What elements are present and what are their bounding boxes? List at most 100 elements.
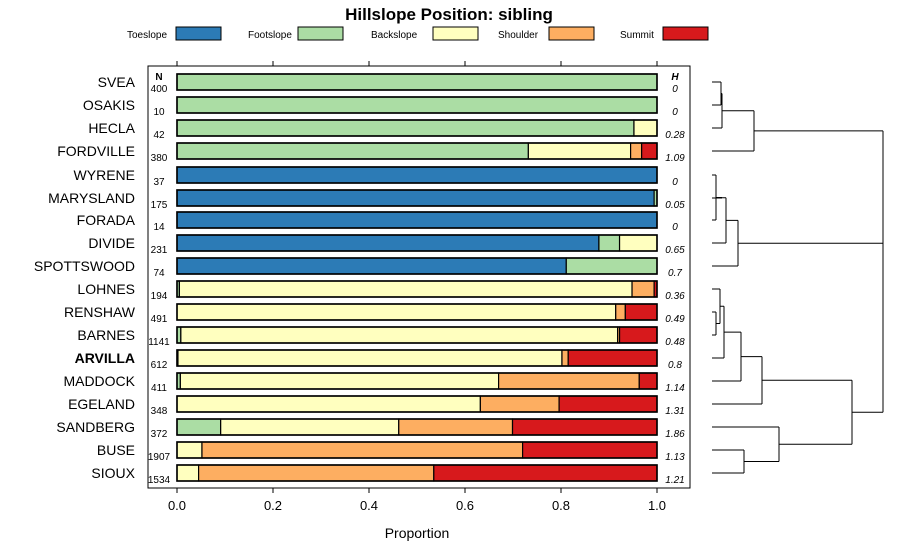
row-n: 372 <box>151 429 168 440</box>
bar-outline <box>176 418 658 436</box>
x-tick-label: 1.0 <box>648 498 666 513</box>
bar-segment <box>527 142 632 160</box>
x-tick-label: 0.6 <box>456 498 474 513</box>
row-h: 0.48 <box>665 337 685 348</box>
row-n: 491 <box>151 314 168 325</box>
bar-segment <box>201 441 524 459</box>
legend-label: Summit <box>620 30 654 41</box>
x-tick-label: 0.0 <box>168 498 186 513</box>
row-n: 175 <box>151 200 168 211</box>
row-label: LOHNES <box>77 281 135 297</box>
legend-label: Backslope <box>371 30 418 41</box>
bar-segment <box>179 372 500 390</box>
bar-segment <box>638 372 658 390</box>
row-n: 1534 <box>148 475 171 486</box>
bar-outline <box>176 326 658 344</box>
row-label: WYRENE <box>74 167 135 183</box>
bar-segment <box>433 464 658 482</box>
row-label: HECLA <box>88 120 135 136</box>
row-n: 74 <box>153 268 165 279</box>
row-label: SVEA <box>98 74 136 90</box>
bar-segment <box>561 349 569 367</box>
legend-label: Toeslope <box>127 30 167 41</box>
bar-outline <box>176 464 658 482</box>
row-label: DIVIDE <box>88 235 135 251</box>
row-n: 194 <box>151 291 168 302</box>
row-h: 1.09 <box>665 153 685 164</box>
row-h: 0 <box>672 84 678 95</box>
row-n: 231 <box>151 245 168 256</box>
row-label: MADDOCK <box>63 373 135 389</box>
row-h: 1.21 <box>665 475 684 486</box>
bar-segment <box>641 142 658 160</box>
bar-outline <box>176 395 658 413</box>
bar-segment <box>598 234 621 252</box>
bar-segment <box>176 142 529 160</box>
row-n: 348 <box>151 406 168 417</box>
row-h: 1.14 <box>665 383 685 394</box>
legend-swatch <box>297 26 344 41</box>
row-n: 612 <box>151 360 168 371</box>
bar-segment <box>176 234 600 252</box>
n-header: N <box>155 72 162 83</box>
bar-outline <box>176 189 658 207</box>
bar-segment <box>618 234 658 252</box>
row-n: 37 <box>153 177 165 188</box>
row-label: BUSE <box>97 442 135 458</box>
x-tick-label: 0.8 <box>552 498 570 513</box>
row-h: 0.7 <box>668 268 682 279</box>
bar-segment <box>631 280 655 298</box>
bar-segment <box>629 142 643 160</box>
bar-segment <box>521 441 658 459</box>
x-axis: 0.0 0.2 0.4 0.6 0.8 1.0 <box>168 61 666 513</box>
row-label: OSAKIS <box>83 97 135 113</box>
bar-segment <box>176 303 617 321</box>
bar-segment <box>618 326 658 344</box>
bar-outline <box>176 73 658 91</box>
legend-swatch <box>548 26 595 41</box>
legend-label: Footslope <box>248 30 292 41</box>
x-tick-label: 0.2 <box>264 498 282 513</box>
bar-segment <box>567 349 658 367</box>
bar-segment <box>176 441 203 459</box>
row-label: MARYSLAND <box>48 190 135 206</box>
row-h: 0.49 <box>665 314 685 325</box>
bar-segment <box>176 189 655 207</box>
bar-segment <box>615 303 626 321</box>
row-label: SPOTTSWOOD <box>34 258 135 274</box>
bar-segment <box>176 211 658 229</box>
bar-segment <box>633 119 658 137</box>
row-h: 0 <box>672 177 678 188</box>
row-h: 1.13 <box>665 452 685 463</box>
bar-outline <box>176 119 658 137</box>
bar-segment <box>176 166 658 184</box>
row-h: 0.05 <box>665 200 685 211</box>
row-n: 10 <box>153 107 165 118</box>
row-label: FORADA <box>77 212 136 228</box>
bar-segment <box>220 418 400 436</box>
bar-outline <box>176 211 658 229</box>
bar-segment <box>176 418 222 436</box>
bar-rows: SVEA 400 0 OSAKIS 10 0 HECLA 42 0.28 FORDVILLE 380… <box>34 73 685 486</box>
bar-segment <box>176 119 635 137</box>
plot-frame <box>147 65 691 489</box>
bar-outline <box>176 372 658 390</box>
bar-segment <box>180 326 619 344</box>
bar-segment <box>177 349 563 367</box>
row-n: 1907 <box>148 452 171 463</box>
row-n: 1141 <box>148 337 170 348</box>
bar-outline <box>176 142 658 160</box>
row-n: 14 <box>153 222 165 233</box>
bar-segment <box>558 395 658 413</box>
row-h: 0.28 <box>665 130 685 141</box>
h-header: H <box>671 72 679 83</box>
bar-outline <box>176 166 658 184</box>
bar-segment <box>398 418 514 436</box>
bar-outline <box>176 257 658 275</box>
bar-segment <box>176 96 658 114</box>
bar-segment <box>624 303 658 321</box>
bar-segment <box>176 464 200 482</box>
bar-outline <box>176 303 658 321</box>
row-h: 0.65 <box>665 245 685 256</box>
